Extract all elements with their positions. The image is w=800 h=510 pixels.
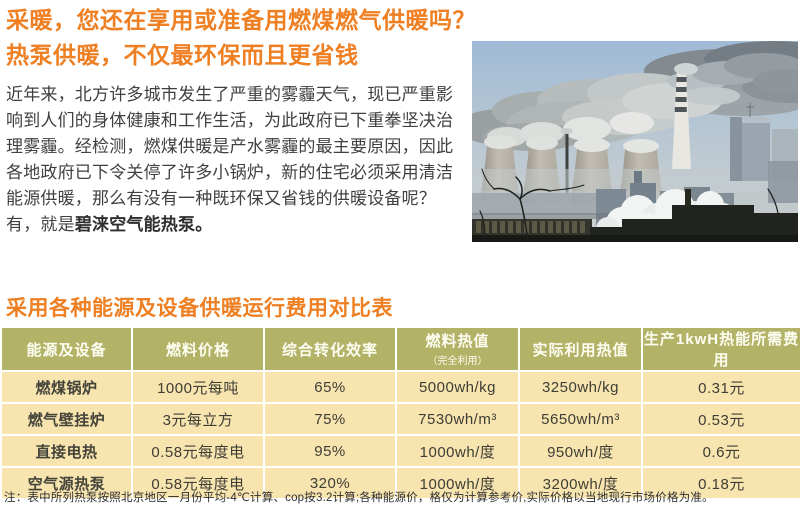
cell-cost: 0.53元	[641, 402, 800, 436]
header-cost-per-kwh: 生产1kwH热能所需费用	[641, 326, 800, 372]
row-direct-electric: 直接电热 0.58元每度电 95% 1000wh/度 950wh/度 0.6元	[0, 434, 800, 468]
row-coal-boiler: 燃煤锅炉 1000元每吨 65% 5000wh/kg 3250wh/kg 0.3…	[0, 370, 800, 404]
cell-heat-value: 1000wh/度	[395, 434, 520, 468]
cell-device: 直接电热	[0, 434, 133, 468]
cell-fuel-price: 1000元每吨	[131, 370, 265, 404]
foreground-rooftops	[472, 189, 798, 242]
energy-comparison-table: 能源及设备 燃料价格 综合转化效率 燃料热值（完全利用） 实际利用热值 生产1k…	[0, 326, 800, 500]
cell-fuel-price: 3元每立方	[131, 402, 265, 436]
cell-actual-heat: 5650wh/m³	[518, 402, 643, 436]
header-conversion-efficiency: 综合转化效率	[263, 326, 397, 372]
header-actual-heat-value: 实际利用热值	[518, 326, 643, 372]
header-fuel-price: 燃料价格	[131, 326, 265, 372]
intro-paragraph: 近年来，北方许多城市发生了严重的雾霾天气，现已严重影响到人们的身体健康和工作生活…	[6, 82, 466, 238]
cell-efficiency: 320%	[263, 466, 397, 500]
cell-actual-heat: 950wh/度	[518, 434, 643, 468]
cell-cost: 0.31元	[641, 370, 800, 404]
cell-heat-value: 5000wh/kg	[395, 370, 520, 404]
cell-heat-value: 7530wh/m³	[395, 402, 520, 436]
bare-trees	[479, 168, 779, 242]
comparison-table-title: 采用各种能源及设备供暖运行费用对比表	[6, 297, 393, 320]
cell-actual-heat: 3250wh/kg	[518, 370, 643, 404]
header-energy-equipment: 能源及设备	[0, 326, 133, 372]
page-title: 采暖，您还在享用或准备用燃煤燃气供暖吗？ 热泵供暖，不仅最环保而且更省钱	[6, 4, 476, 74]
headline-answer: 热泵供暖，不仅最环保而且更省钱	[6, 42, 359, 68]
header-fuel-heat-value: 燃料热值（完全利用）	[395, 326, 520, 372]
intro-text: 近年来，北方许多城市发生了严重的雾霾天气，现已严重影响到人们的身体健康和工作生活…	[6, 85, 454, 234]
row-air-source-heat-pump: 空气源热泵 0.58元每度电 320% 1000wh/度 3200wh/度 0.…	[0, 466, 800, 500]
table-header-row: 能源及设备 燃料价格 综合转化效率 燃料热值（完全利用） 实际利用热值 生产1k…	[0, 326, 800, 372]
cell-actual-heat: 3200wh/度	[518, 466, 643, 500]
header-note-full-use: （完全利用）	[427, 356, 488, 367]
cell-efficiency: 65%	[263, 370, 397, 404]
power-plant-photo	[472, 41, 798, 242]
cell-efficiency: 75%	[263, 402, 397, 436]
cell-efficiency: 95%	[263, 434, 397, 468]
row-gas-wall-boiler: 燃气壁挂炉 3元每立方 75% 7530wh/m³ 5650wh/m³ 0.53…	[0, 402, 800, 436]
table-footnote: 注：表中所列热泵按照北京地区一月份平均-4℃计算、cop按3.2计算;各种能源价…	[4, 492, 714, 504]
cell-cost: 0.6元	[641, 434, 800, 468]
intro-brand-text: 碧涞空气能热泵。	[74, 215, 213, 234]
cell-device: 燃气壁挂炉	[0, 402, 133, 436]
smokestack	[667, 53, 798, 169]
cell-device: 空气源热泵	[0, 466, 133, 500]
headline-question: 采暖，您还在享用或准备用燃煤燃气供暖吗？	[6, 7, 476, 33]
cell-heat-value: 1000wh/度	[395, 466, 520, 500]
cell-cost: 0.18元	[641, 466, 800, 500]
cell-fuel-price: 0.58元每度电	[131, 434, 265, 468]
cell-device: 燃煤锅炉	[0, 370, 133, 404]
cell-fuel-price: 0.58元每度电	[131, 466, 265, 500]
